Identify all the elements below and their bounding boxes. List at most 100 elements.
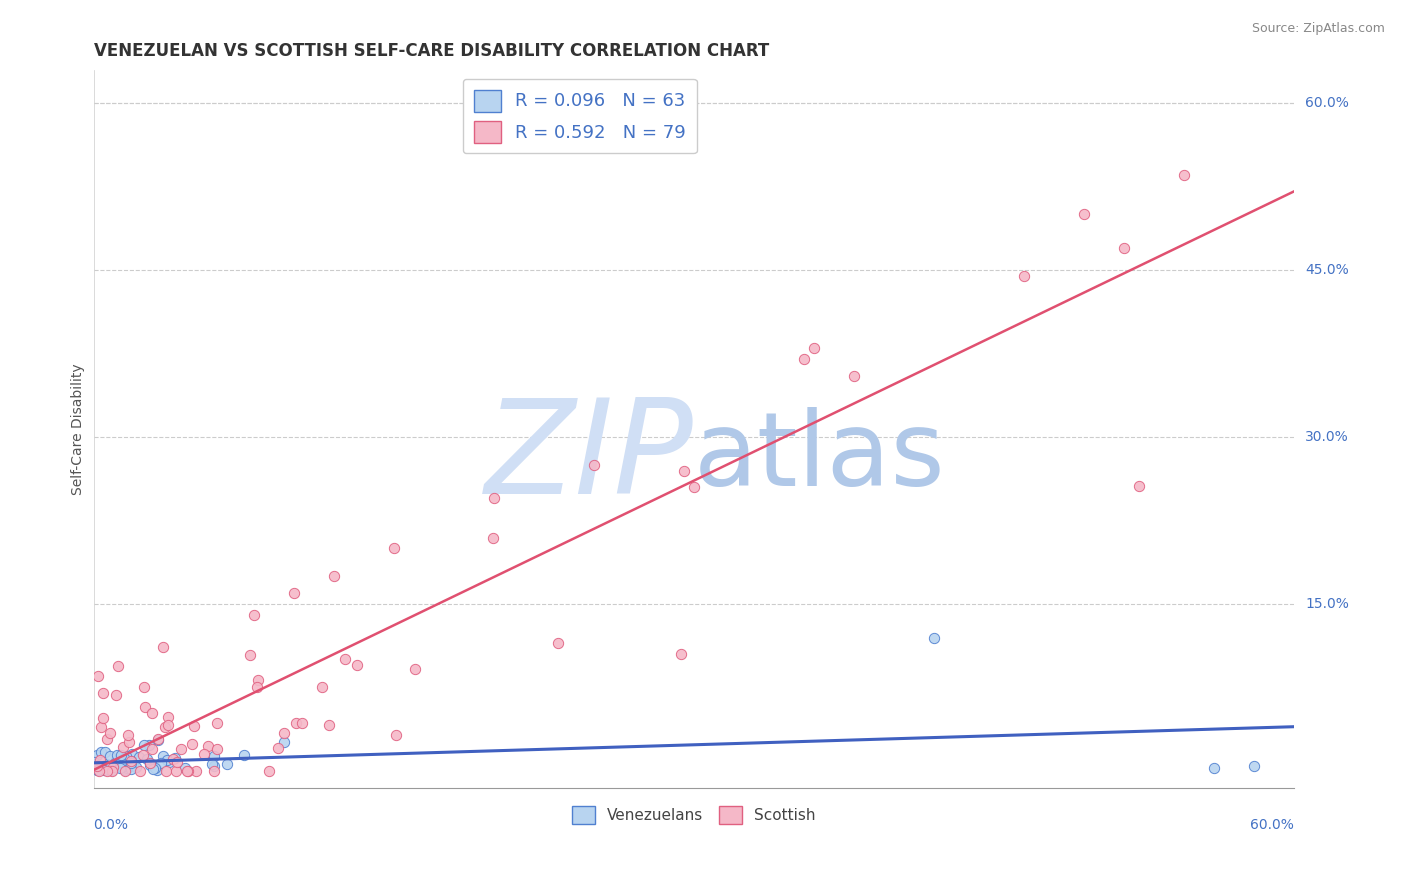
- Point: [1073, 207, 1095, 221]
- Point: [186, 764, 208, 779]
- Point: [96, 732, 118, 747]
- Point: [156, 753, 179, 767]
- Point: [146, 733, 169, 747]
- Point: [117, 760, 139, 774]
- Point: [100, 760, 122, 774]
- Point: [86, 759, 108, 773]
- Point: [122, 758, 145, 772]
- Point: [152, 640, 174, 655]
- Text: 60.0%: 60.0%: [1250, 818, 1294, 832]
- Point: [333, 652, 356, 666]
- Point: [170, 742, 193, 756]
- Point: [105, 688, 128, 702]
- Point: [1128, 478, 1150, 492]
- Point: [105, 752, 128, 766]
- Point: [257, 764, 280, 779]
- Point: [803, 341, 825, 355]
- Point: [96, 764, 118, 779]
- Point: [121, 747, 143, 761]
- Y-axis label: Self-Care Disability: Self-Care Disability: [72, 363, 86, 494]
- Text: 0.0%: 0.0%: [94, 818, 128, 832]
- Point: [922, 631, 945, 645]
- Point: [104, 756, 127, 770]
- Point: [115, 749, 138, 764]
- Point: [177, 764, 200, 779]
- Point: [86, 747, 108, 762]
- Point: [1012, 268, 1035, 283]
- Point: [201, 756, 224, 771]
- Point: [136, 752, 159, 766]
- Point: [120, 756, 142, 770]
- Point: [246, 681, 269, 695]
- Point: [105, 758, 128, 772]
- Point: [346, 658, 368, 673]
- Point: [114, 764, 136, 778]
- Point: [1173, 169, 1195, 183]
- Point: [285, 715, 308, 730]
- Point: [166, 755, 188, 769]
- Point: [152, 748, 174, 763]
- Point: [117, 728, 139, 742]
- Point: [110, 759, 132, 773]
- Text: Source: ZipAtlas.com: Source: ZipAtlas.com: [1251, 22, 1385, 36]
- Point: [120, 762, 142, 776]
- Point: [482, 531, 505, 545]
- Point: [101, 763, 124, 777]
- Point: [105, 748, 128, 763]
- Point: [793, 352, 815, 367]
- Point: [86, 763, 108, 777]
- Text: 30.0%: 30.0%: [1305, 430, 1348, 444]
- Point: [1112, 241, 1135, 255]
- Point: [101, 764, 124, 779]
- Point: [128, 764, 150, 779]
- Point: [318, 718, 340, 732]
- Text: ZIP: ZIP: [485, 394, 693, 521]
- Point: [117, 761, 139, 775]
- Point: [132, 738, 155, 752]
- Point: [247, 673, 270, 687]
- Point: [155, 720, 177, 734]
- Point: [114, 764, 136, 779]
- Point: [111, 761, 134, 775]
- Point: [671, 647, 693, 661]
- Point: [176, 764, 198, 779]
- Point: [98, 763, 121, 777]
- Point: [202, 764, 225, 779]
- Point: [90, 720, 112, 734]
- Point: [112, 751, 135, 765]
- Point: [157, 710, 180, 724]
- Point: [98, 748, 121, 763]
- Point: [202, 758, 225, 772]
- Point: [128, 750, 150, 764]
- Point: [165, 764, 187, 779]
- Point: [482, 491, 505, 506]
- Point: [146, 732, 169, 747]
- Point: [232, 747, 254, 762]
- Text: atlas: atlas: [693, 407, 945, 508]
- Point: [118, 735, 141, 749]
- Point: [582, 458, 605, 472]
- Point: [107, 659, 129, 673]
- Point: [87, 669, 110, 683]
- Point: [291, 716, 314, 731]
- Point: [283, 586, 305, 600]
- Point: [155, 764, 177, 779]
- Point: [83, 755, 105, 769]
- Point: [183, 719, 205, 733]
- Point: [110, 761, 132, 775]
- Point: [1243, 758, 1265, 772]
- Point: [672, 463, 695, 477]
- Point: [156, 717, 179, 731]
- Point: [138, 739, 160, 753]
- Point: [141, 742, 163, 756]
- Point: [91, 711, 114, 725]
- Point: [94, 761, 117, 775]
- Point: [87, 763, 110, 777]
- Point: [141, 706, 163, 720]
- Point: [131, 747, 153, 762]
- Point: [197, 739, 219, 754]
- Point: [111, 740, 134, 755]
- Point: [682, 480, 704, 494]
- Point: [132, 680, 155, 694]
- Legend: Venezuelans, Scottish: Venezuelans, Scottish: [567, 799, 821, 830]
